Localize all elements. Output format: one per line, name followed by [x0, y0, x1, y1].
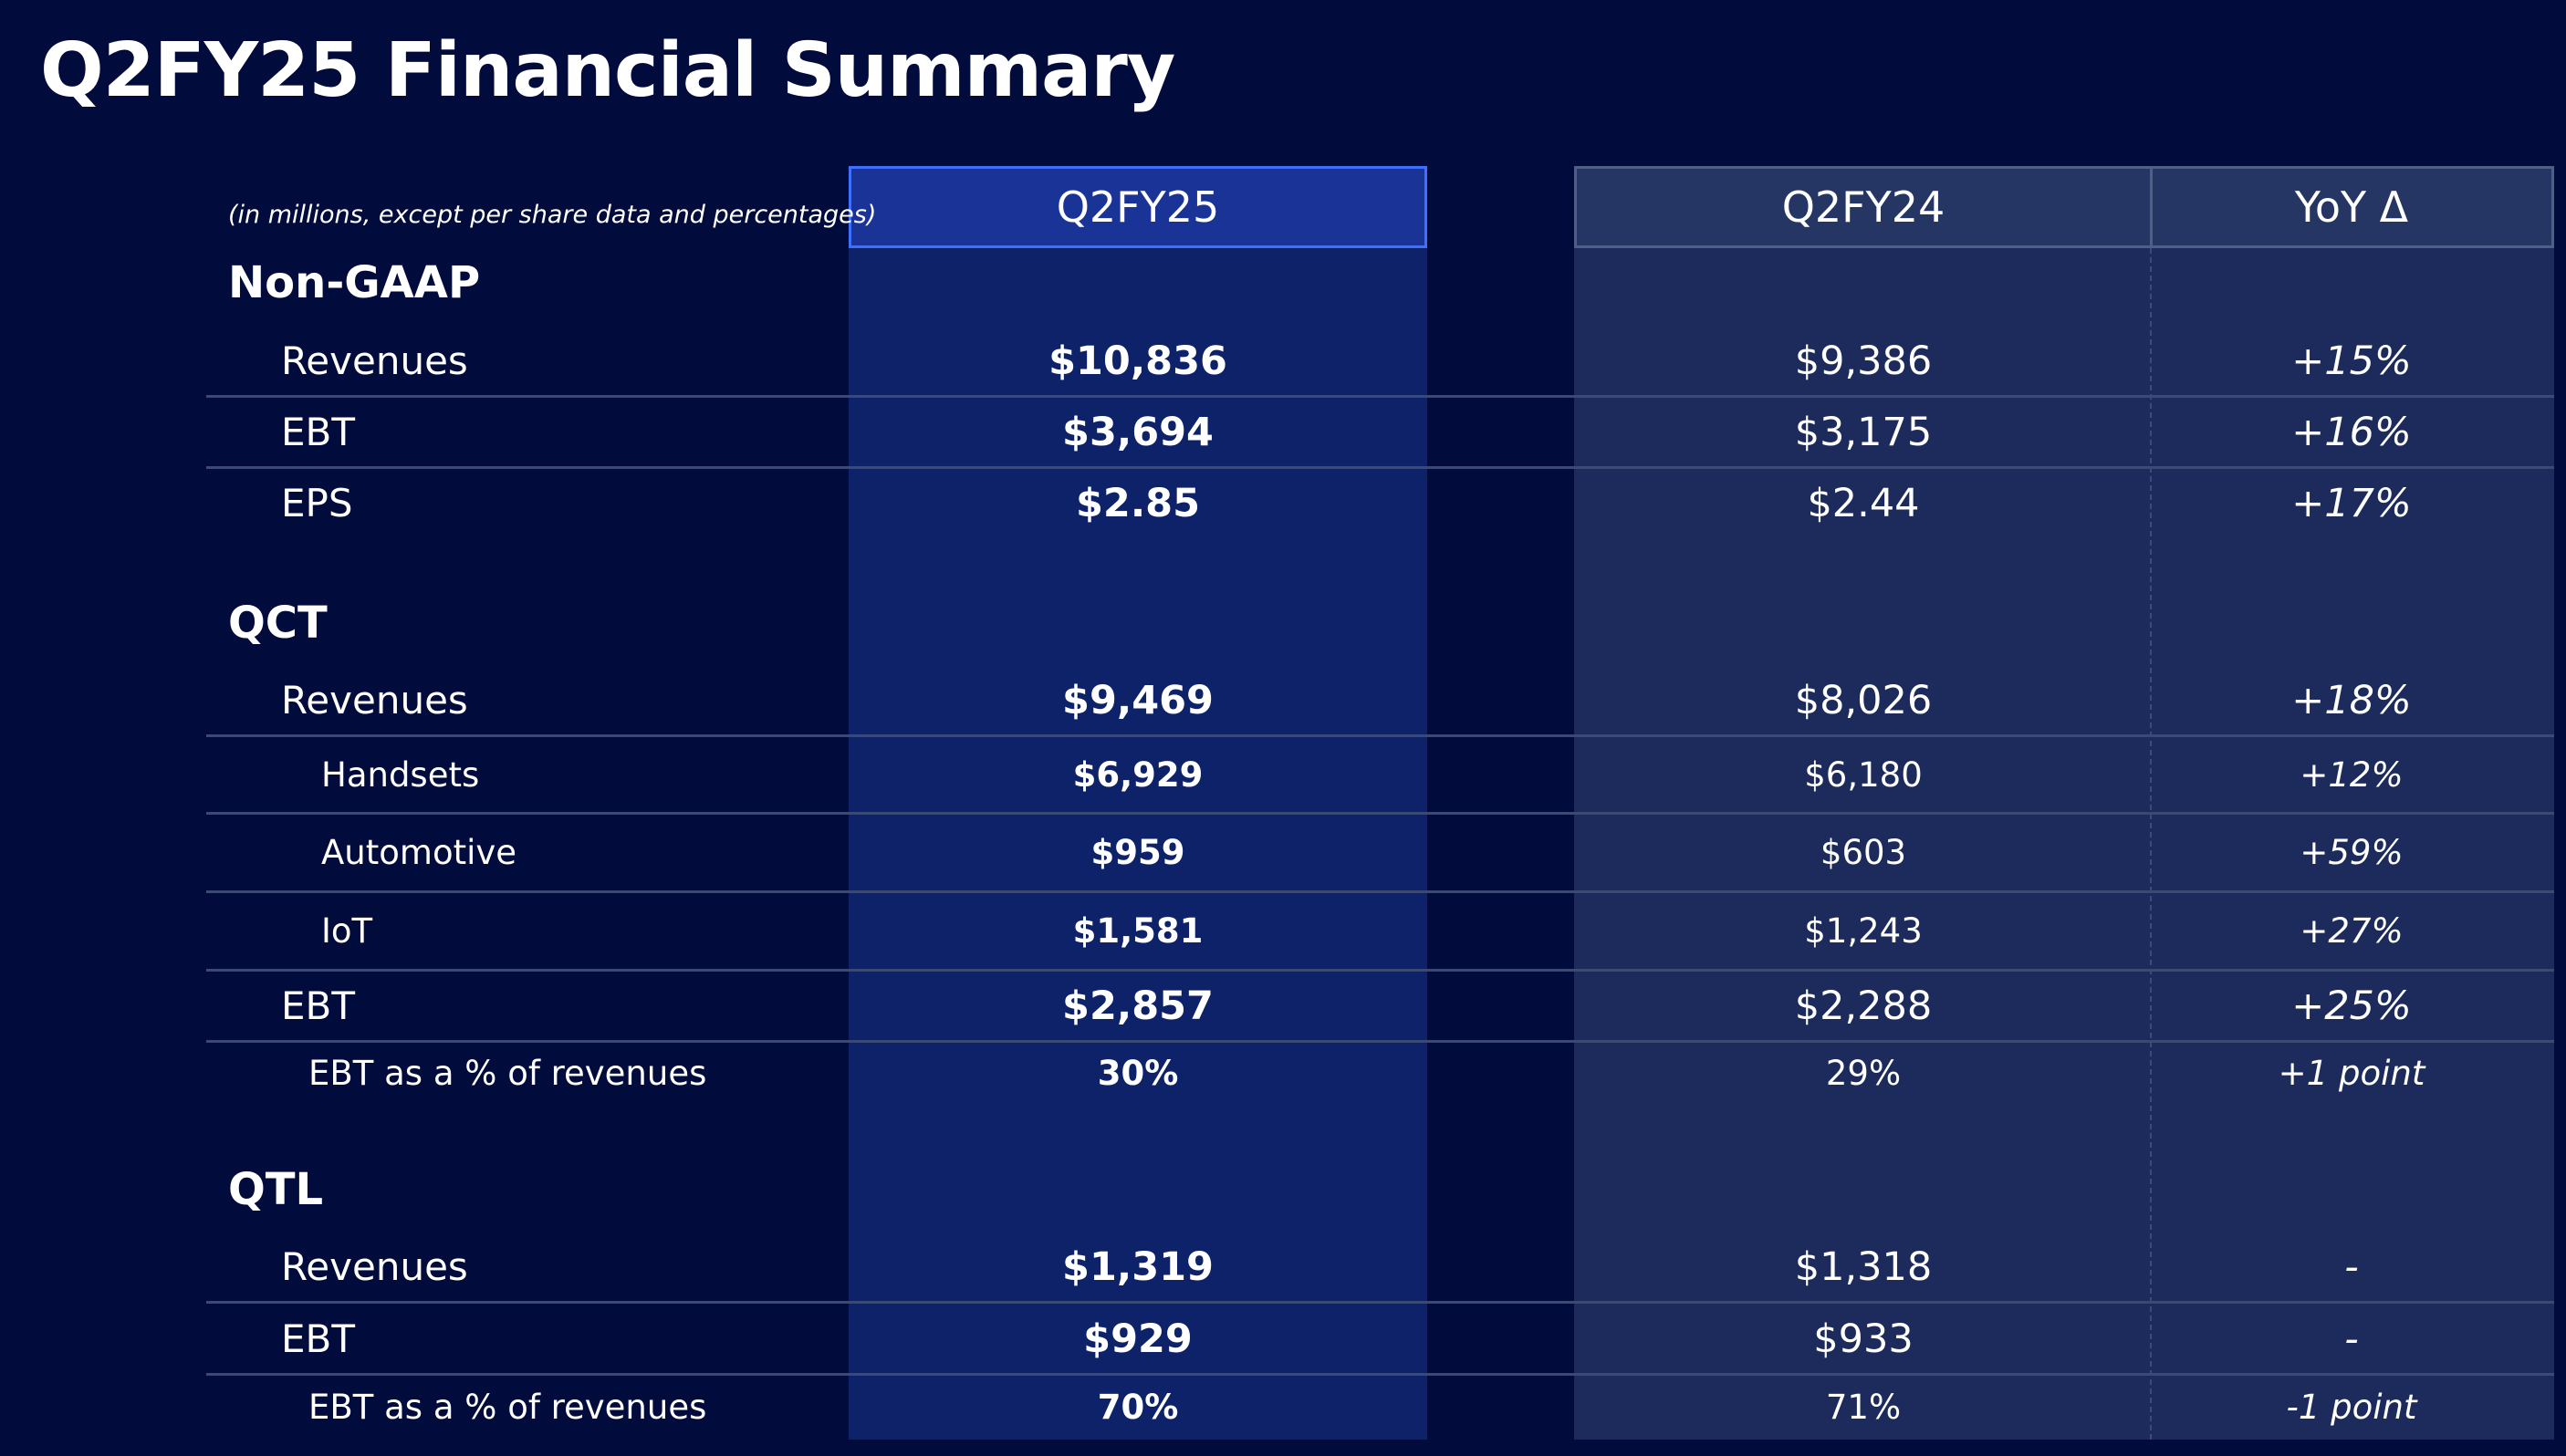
units-note: (in millions, except per share data and … [228, 201, 877, 229]
header-yoy-change: YoY Δ [2294, 182, 2409, 232]
yoy-value: +16% [2291, 410, 2412, 455]
current-value: 70% [1097, 1388, 1179, 1427]
row-label: Handsets [321, 755, 480, 795]
row-label: EBT [281, 1316, 356, 1361]
table-row: EBT $3,694 $3,175 +16% [0, 405, 2566, 460]
prior-period-column-panel [1574, 166, 2554, 1440]
prior-value: $933 [1813, 1316, 1914, 1362]
yoy-value: - [2344, 1244, 2359, 1290]
section-title-non-gaap: Non-GAAP [228, 257, 481, 308]
row-divider [206, 890, 2554, 893]
table-row: EPS $2.85 $2.44 +17% [0, 476, 2566, 531]
yoy-value: +17% [2291, 481, 2412, 526]
prior-value: $2.44 [1807, 481, 1920, 526]
prior-value: $9,386 [1794, 338, 1933, 384]
current-value: $929 [1083, 1316, 1193, 1362]
table-row: EBT as a % of revenues 70% 71% -1 point [0, 1380, 2566, 1435]
prior-value: $8,026 [1794, 678, 1933, 723]
page-title: Q2FY25 Financial Summary [40, 27, 1175, 114]
table-row: EBT as a % of revenues 30% 29% +1 point [0, 1046, 2566, 1101]
row-label: EPS [281, 481, 353, 525]
table-row: EBT $929 $933 - [0, 1312, 2566, 1367]
yoy-value: -1 point [2286, 1388, 2417, 1427]
table-row: IoT $1,581 $1,243 +27% [0, 904, 2566, 959]
row-divider [206, 395, 2554, 398]
yoy-value: +18% [2291, 678, 2412, 723]
table-row: Handsets $6,929 $6,180 +12% [0, 748, 2566, 803]
section-title-qtl: QTL [228, 1164, 324, 1215]
row-divider [206, 1301, 2554, 1304]
current-value: $1,581 [1072, 911, 1204, 951]
row-label: EBT as a % of revenues [308, 1388, 707, 1427]
prior-value: $6,180 [1804, 755, 1923, 795]
yoy-value: +1 point [2278, 1054, 2425, 1093]
table-row: Automotive $959 $603 +59% [0, 826, 2566, 880]
table-row: Revenues $1,319 $1,318 - [0, 1240, 2566, 1295]
prior-value: $1,318 [1794, 1244, 1933, 1290]
row-label: IoT [321, 911, 373, 951]
current-value: $9,469 [1062, 678, 1214, 723]
prior-value: $2,288 [1794, 983, 1933, 1029]
row-label: Revenues [281, 678, 468, 723]
header-prior-box [1574, 166, 2554, 248]
current-value: $2.85 [1075, 481, 1200, 526]
prior-value: 29% [1825, 1054, 1902, 1093]
current-period-column-panel [849, 166, 1427, 1440]
yoy-value: +15% [2291, 338, 2412, 384]
row-divider [206, 466, 2554, 469]
row-label: EBT [281, 983, 356, 1028]
current-value: 30% [1097, 1054, 1179, 1093]
section-title-qct: QCT [228, 598, 328, 649]
current-value: $10,836 [1048, 338, 1227, 384]
row-label: Revenues [281, 338, 468, 383]
current-value: $6,929 [1072, 755, 1204, 795]
current-value: $1,319 [1062, 1244, 1214, 1290]
current-value: $959 [1090, 833, 1185, 872]
row-divider [206, 969, 2554, 972]
table-row: EBT $2,857 $2,288 +25% [0, 979, 2566, 1034]
current-value: $3,694 [1062, 410, 1214, 455]
table-row: Revenues $9,469 $8,026 +18% [0, 673, 2566, 728]
table-row: Revenues $10,836 $9,386 +15% [0, 334, 2566, 389]
row-divider [206, 1373, 2554, 1376]
yoy-value: - [2344, 1316, 2359, 1362]
prior-value: $1,243 [1804, 911, 1923, 951]
row-label: EBT [281, 410, 356, 454]
row-divider [206, 734, 2554, 737]
yoy-value: +27% [2300, 911, 2404, 951]
row-divider [206, 812, 2554, 815]
header-split-line [2150, 169, 2153, 245]
prior-value: $603 [1820, 833, 1907, 872]
header-current-period: Q2FY25 [849, 166, 1427, 248]
yoy-value: +59% [2300, 833, 2404, 872]
yoy-column-divider [2150, 248, 2152, 1440]
header-prior-period: Q2FY24 [1781, 182, 1945, 232]
current-value: $2,857 [1062, 983, 1214, 1029]
yoy-value: +25% [2291, 983, 2412, 1029]
yoy-value: +12% [2300, 755, 2404, 795]
prior-value: 71% [1825, 1388, 1902, 1427]
row-divider [206, 1040, 2554, 1043]
prior-value: $3,175 [1794, 410, 1933, 455]
row-label: Revenues [281, 1244, 468, 1289]
row-label: Automotive [321, 833, 517, 872]
row-label: EBT as a % of revenues [308, 1054, 707, 1093]
